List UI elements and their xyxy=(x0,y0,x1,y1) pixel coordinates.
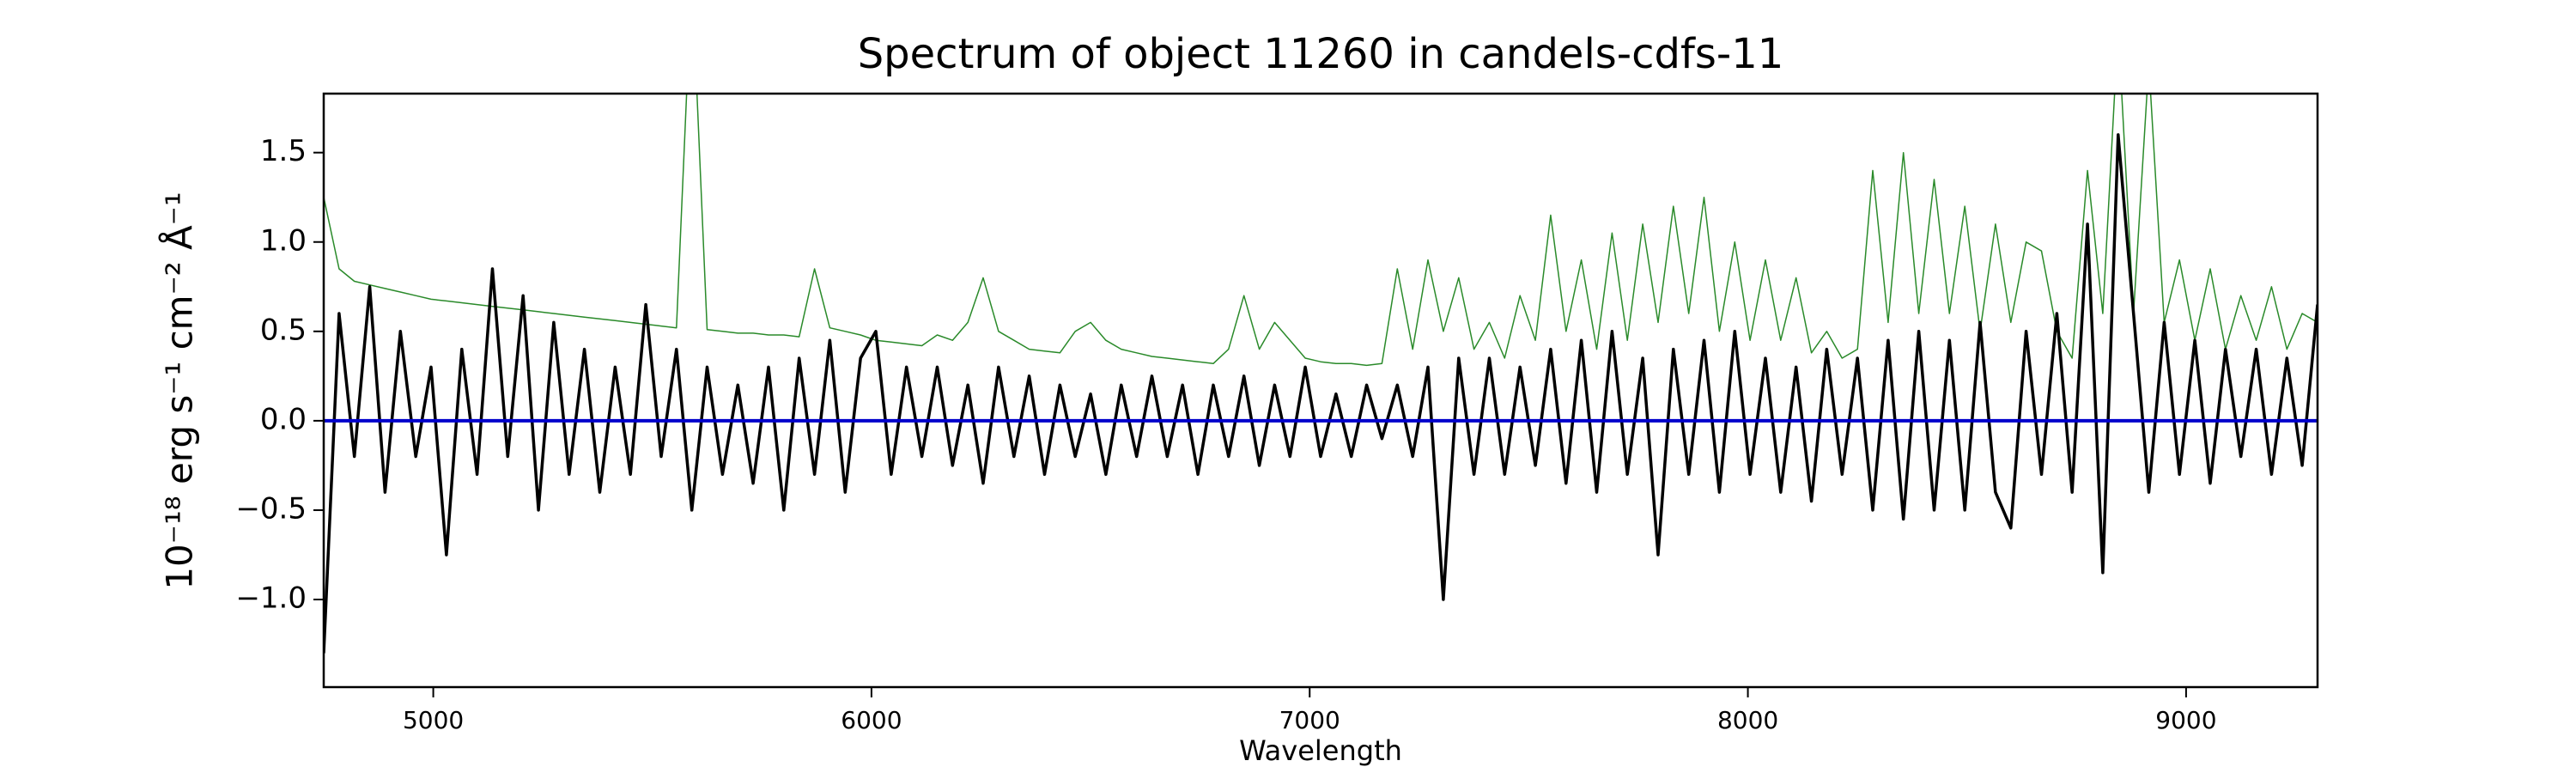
y-tick-label: 0.5 xyxy=(260,313,307,347)
x-tick-label: 9000 xyxy=(2155,706,2216,734)
chart-title: Spectrum of object 11260 in candels-cdfs… xyxy=(858,30,1784,78)
axes-frame xyxy=(322,92,2319,689)
y-tick-label: 1.0 xyxy=(260,223,307,258)
y-axis-label: 10⁻¹⁸ erg s⁻¹ cm⁻² Å⁻¹ xyxy=(158,192,201,589)
y-tick-label: −1.0 xyxy=(235,581,307,616)
y-tick-label: 1.5 xyxy=(260,134,307,168)
spectrum-line xyxy=(324,133,2318,654)
x-tick-label: 8000 xyxy=(1717,706,1778,734)
y-tick-label: −0.5 xyxy=(235,491,307,526)
x-tick-label: 6000 xyxy=(841,706,902,734)
x-axis-label: Wavelength xyxy=(1239,734,1402,767)
plot-area xyxy=(324,94,2318,654)
x-tick-label: 7000 xyxy=(1279,706,1340,734)
y-tick-label: 0.0 xyxy=(260,402,307,436)
x-tick-label: 5000 xyxy=(403,706,464,734)
spectrum-line xyxy=(324,94,2318,367)
